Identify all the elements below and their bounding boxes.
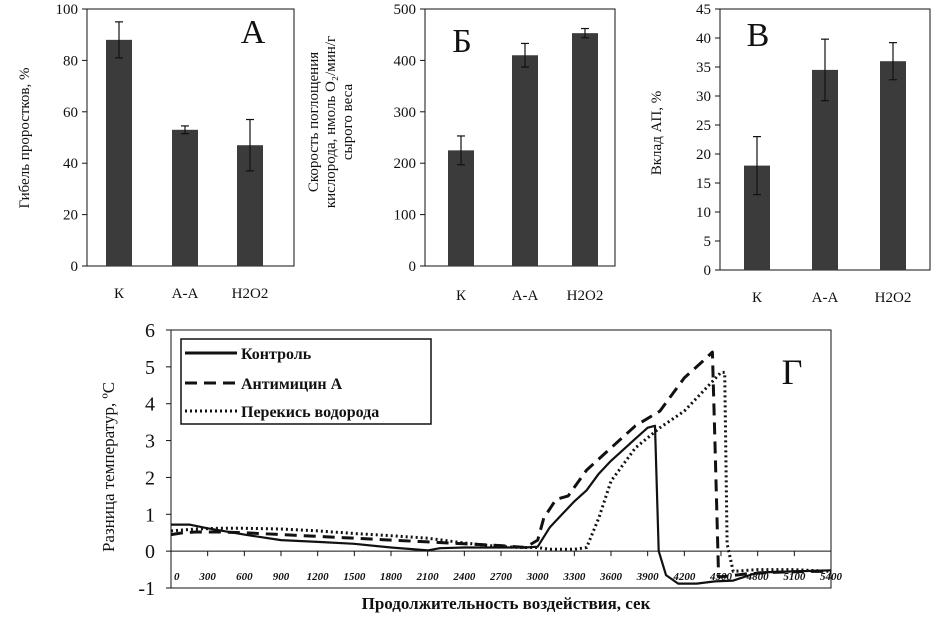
chart-panel-c: В Вклад АП, % 0 5 10 15 20 25 30 35 40 45 К А-А Н2О… — [649, 2, 931, 306]
x-tick-label: 3000 — [526, 571, 550, 583]
x-tick-label: 900 — [273, 571, 290, 583]
y-axis-label-b-line-1: Скорость поглощения — [306, 52, 322, 192]
legend-label-control: Контроль — [241, 346, 312, 363]
y-tick-label: 400 — [394, 53, 417, 69]
panel-letter-a: А — [241, 14, 266, 51]
y-tick-label: 5 — [145, 357, 155, 379]
y-tick-label: 300 — [394, 105, 417, 121]
y-tick-label: 10 — [696, 205, 711, 221]
series-lines-g — [171, 350, 831, 585]
y-axis-label-g: Разница температур, ºС — [99, 382, 118, 552]
x-tick-label: 1200 — [307, 571, 330, 583]
plot-frame-g — [170, 329, 832, 589]
y-axis-label-a: Гибель проростков, % — [17, 67, 33, 208]
y-tick-label: 0 — [409, 259, 417, 275]
x-tick-label: 2100 — [416, 571, 440, 583]
x-tick-label: 1500 — [343, 571, 366, 583]
bar — [572, 33, 598, 266]
x-tick-label: К — [456, 288, 467, 304]
y-tick-label: 15 — [696, 176, 711, 192]
y-tick-label: 30 — [696, 89, 711, 105]
series-line-solid — [171, 424, 831, 585]
y-tick-label: 3 — [145, 431, 155, 453]
x-tick-label: 2700 — [489, 571, 513, 583]
bar — [812, 69, 838, 271]
bar — [880, 61, 906, 271]
y-tick-label: 0 — [71, 259, 79, 275]
y-tick-label: 20 — [696, 147, 711, 163]
x-tick-label: 5100 — [783, 571, 806, 583]
legend-label-antimycin: Антимицин А — [241, 376, 343, 393]
panel-letter-b: Б — [452, 23, 472, 60]
series-line-dashed — [171, 350, 831, 579]
bar — [106, 39, 132, 267]
x-tick-label: 3900 — [636, 571, 660, 583]
y-tick-label: 100 — [394, 208, 417, 224]
y-tick-label: 60 — [63, 105, 78, 121]
y-tick-label: 0 — [145, 541, 155, 563]
x-tick-label: 600 — [236, 571, 253, 583]
bars-c — [744, 38, 906, 271]
y-axis-label-c: Вклад АП, % — [649, 91, 665, 175]
x-tick-label: Н2О2 — [232, 286, 269, 302]
y-tick-label: 40 — [63, 156, 78, 172]
bar — [448, 150, 474, 266]
y-ticks-a: 0 20 40 60 80 100 — [56, 2, 87, 275]
panel-letter-c: В — [747, 17, 770, 54]
x-tick-label: А-А — [512, 288, 539, 304]
x-tick-label: 300 — [198, 571, 216, 583]
y-tick-label: 45 — [696, 2, 711, 18]
x-tick-label: 0 — [174, 571, 180, 583]
y-tick-label: 100 — [56, 2, 79, 18]
x-tick-label: 3600 — [599, 571, 623, 583]
x-tick-label: А-А — [172, 286, 199, 302]
y-tick-label: 500 — [394, 2, 417, 18]
x-ticks-g: 0 300 600 900 1200 1500 1800 2100 2400 2700 3000 33… — [170, 551, 843, 583]
bar — [172, 129, 198, 266]
y-tick-label: 20 — [63, 208, 78, 224]
y-ticks-g: -1 0 1 2 3 4 5 6 — [138, 320, 171, 600]
y-axis-label-b: Скорость поглощения кислорода, нмоль О₂/… — [306, 36, 356, 208]
y-tick-label: 35 — [696, 60, 711, 76]
x-ticks-b: К А-А Н2О2 — [456, 288, 603, 304]
chart-panel-g: Г Разница температур, ºС Продолжительнос… — [99, 320, 843, 613]
legend-g: Контроль Антимицин А Перекись водорода — [180, 338, 432, 425]
bars-b — [448, 27, 598, 267]
y-tick-label: 0 — [704, 263, 712, 279]
y-tick-label: 5 — [704, 234, 712, 250]
y-tick-label: 80 — [63, 53, 78, 69]
y-tick-label: 40 — [696, 31, 711, 47]
x-tick-label: А-А — [812, 290, 839, 306]
x-tick-label: К — [114, 286, 125, 302]
x-tick-label: Н2О2 — [875, 290, 912, 306]
x-tick-label: К — [752, 290, 763, 306]
x-tick-label: 4200 — [672, 571, 696, 583]
chart-panel-a: А Гибель проростков, % 0 20 40 60 80 100 К А-А… — [17, 2, 295, 302]
bars-a — [106, 21, 263, 267]
y-axis-label-b-line-3: сырого веса — [340, 84, 356, 161]
y-tick-label: -1 — [138, 578, 155, 600]
y-ticks-b: 0 100 200 300 400 500 — [394, 2, 425, 275]
chart-panel-b: Б Скорость поглощения кислорода, нмоль О… — [306, 2, 616, 304]
bar — [512, 55, 538, 267]
x-tick-label: 5400 — [820, 571, 843, 583]
x-tick-label: 2400 — [452, 571, 476, 583]
y-axis-label-b-line-2: кислорода, нмоль О₂/мин/г — [323, 36, 339, 208]
legend-label-peroxide: Перекись водорода — [241, 404, 379, 421]
x-tick-label: 3300 — [562, 571, 586, 583]
y-tick-label: 4 — [145, 394, 155, 416]
panel-letter-g: Г — [782, 352, 803, 392]
x-axis-label-g: Продолжительность воздействия, сек — [362, 594, 651, 613]
x-tick-label: Н2О2 — [567, 288, 604, 304]
y-tick-label: 1 — [145, 504, 155, 526]
y-tick-label: 200 — [394, 156, 417, 172]
x-ticks-c: К А-А Н2О2 — [752, 290, 911, 306]
y-ticks-c: 0 5 10 15 20 25 30 35 40 45 — [696, 2, 720, 279]
y-tick-label: 25 — [696, 118, 711, 134]
y-tick-label: 6 — [145, 320, 155, 342]
y-tick-label: 2 — [145, 467, 155, 489]
x-ticks-a: К А-А Н2О2 — [114, 286, 268, 302]
x-tick-label: 1800 — [380, 571, 403, 583]
